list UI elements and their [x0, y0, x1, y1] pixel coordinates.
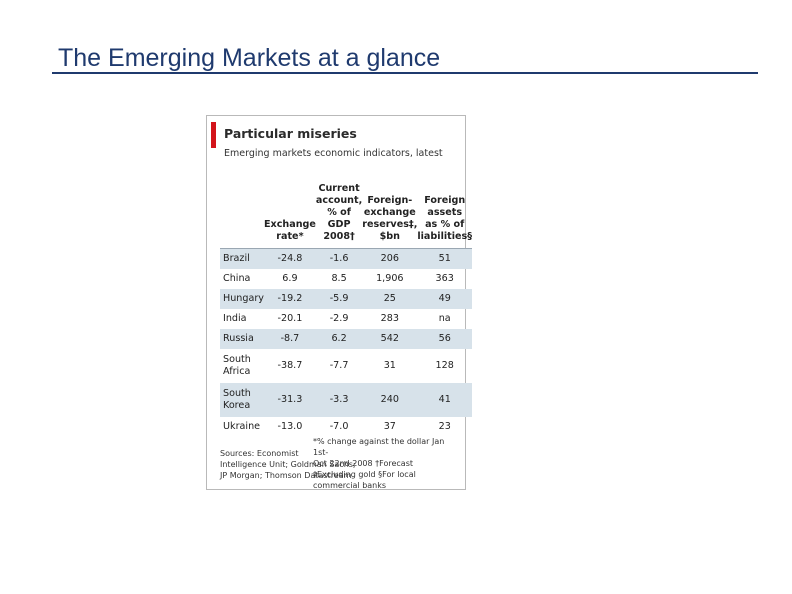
header-current-account: Current account, % of GDP 2008†	[315, 183, 363, 242]
foreign-assets-cell: 128	[435, 360, 454, 371]
country-cell: Ukraine	[223, 420, 261, 432]
current-account-cell: 8.5	[331, 273, 347, 284]
reserves-cell: 31	[383, 360, 396, 371]
exchange-rate-cell: 6.9	[282, 273, 298, 284]
table-row: Hungary -19.2 -5.9 25 49	[220, 288, 473, 309]
table-row: Ukraine -13.0 -7.0 37 23	[220, 417, 472, 437]
foreign-assets-cell: 41	[417, 382, 473, 417]
exchange-rate-cell: -19.2	[263, 288, 316, 309]
country-cell: Russia	[220, 328, 264, 349]
current-account-cell: -1.6	[315, 248, 363, 269]
country-cell: South Korea	[220, 382, 264, 417]
exchange-rate-cell: -13.0	[277, 421, 303, 432]
country-cell: Hungary	[220, 288, 264, 309]
current-account-cell: -5.9	[315, 288, 363, 309]
current-account-cell: -2.9	[329, 313, 349, 324]
header-foreign-assets: Foreign assets as % of liabilities§	[417, 195, 473, 242]
exchange-rate-cell: -31.3	[263, 382, 316, 417]
foreign-assets-cell: 23	[438, 421, 451, 432]
foreign-assets-cell: 363	[435, 273, 454, 284]
indicators-table: Exchange rate* Current account, % of GDP…	[220, 183, 473, 437]
table-header-row: Exchange rate* Current account, % of GDP…	[220, 183, 472, 249]
current-account-cell: -3.3	[315, 382, 363, 417]
table-row: India -20.1 -2.9 283 na	[220, 309, 472, 329]
table-row: South Africa -38.7 -7.7 31 128	[220, 349, 472, 383]
current-account-cell: 6.2	[315, 328, 363, 349]
reserves-cell: 542	[362, 328, 418, 349]
header-country	[220, 183, 264, 249]
country-cell: China	[223, 272, 251, 284]
exchange-rate-cell: -38.7	[277, 360, 303, 371]
accent-bar	[211, 122, 216, 148]
reserves-cell: 25	[362, 288, 418, 309]
country-cell: Brazil	[220, 248, 264, 269]
slide-title: The Emerging Markets at a glance	[58, 44, 441, 72]
foreign-assets-cell: 56	[417, 328, 473, 349]
header-exchange-rate: Exchange rate*	[263, 219, 316, 242]
foreign-assets-cell: na	[438, 313, 451, 324]
table-row: China 6.9 8.5 1,906 363	[220, 269, 472, 289]
figure-subtitle: Emerging markets economic indicators, la…	[224, 148, 443, 159]
foreign-assets-cell: 51	[417, 248, 473, 269]
table-row: Brazil -24.8 -1.6 206 51	[220, 248, 473, 269]
current-account-cell: -7.0	[329, 421, 349, 432]
table-row: Russia -8.7 6.2 542 56	[220, 328, 473, 349]
reserves-cell: 283	[380, 313, 399, 324]
exchange-rate-cell: -20.1	[277, 313, 303, 324]
country-cell: South Africa	[223, 353, 251, 377]
title-underline	[52, 72, 758, 74]
exchange-rate-cell: -8.7	[263, 328, 316, 349]
reserves-cell: 240	[362, 382, 418, 417]
header-reserves: Foreign- exchange reserves‡, $bn	[362, 195, 418, 242]
country-cell: India	[223, 312, 247, 324]
reserves-cell: 37	[383, 421, 396, 432]
exchange-rate-cell: -24.8	[263, 248, 316, 269]
current-account-cell: -7.7	[329, 360, 349, 371]
footnote-notes: *% change against the dollar Jan 1st- Oc…	[313, 437, 445, 490]
economist-table-figure: Particular miseries Emerging markets eco…	[206, 115, 473, 490]
table-row: South Korea -31.3 -3.3 240 41	[220, 382, 473, 417]
figure-title: Particular miseries	[224, 126, 357, 141]
footnote-sources: Sources: Economist Intelligence Unit; Go…	[220, 449, 356, 480]
reserves-cell: 206	[362, 248, 418, 269]
reserves-cell: 1,906	[376, 273, 404, 284]
foreign-assets-cell: 49	[417, 288, 473, 309]
